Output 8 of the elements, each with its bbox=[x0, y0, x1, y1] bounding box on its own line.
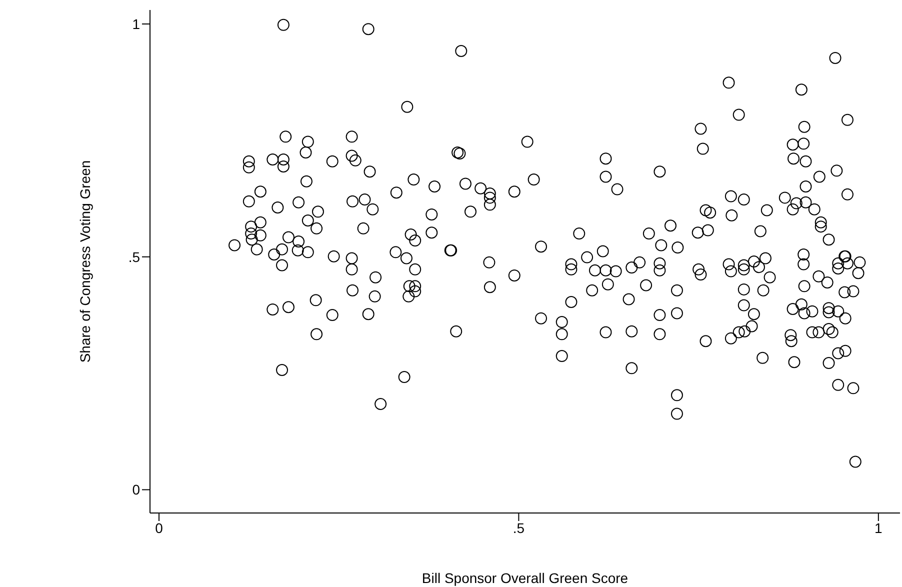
y-tick-label: 0 bbox=[132, 482, 140, 498]
y-tick-label: 1 bbox=[132, 16, 140, 32]
x-tick-label: .5 bbox=[512, 520, 525, 536]
y-tick-label: .5 bbox=[128, 248, 140, 265]
y-axis-title: Share of Congress Voting Green bbox=[76, 160, 93, 363]
x-tick-label: 0 bbox=[155, 520, 164, 536]
x-tick-label: 1 bbox=[874, 520, 883, 536]
x-axis-title: Bill Sponsor Overall Green Score bbox=[422, 570, 628, 586]
